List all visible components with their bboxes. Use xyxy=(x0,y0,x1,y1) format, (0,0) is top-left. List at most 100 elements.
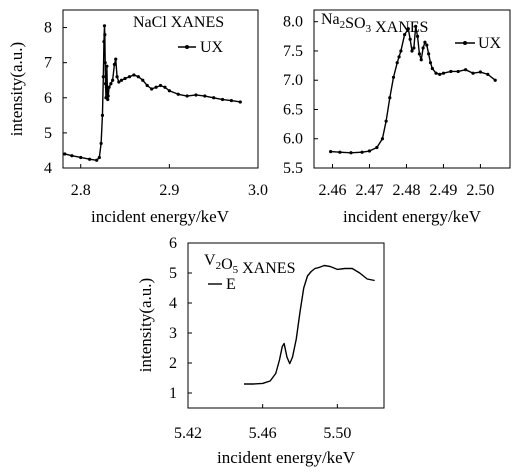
na2so3-title: Na2SO3 XANES xyxy=(321,11,428,36)
nacl-data-point xyxy=(117,80,121,84)
na2so3-data-point xyxy=(397,55,401,59)
na2so3-data-point xyxy=(403,32,407,37)
v2o5-y-axis-label: intensity(a.u.) xyxy=(136,278,155,372)
na2so3-data-point xyxy=(367,149,372,153)
na2so3-y-tick-label: 6.5 xyxy=(283,101,303,118)
nacl-data-point xyxy=(102,24,107,28)
na2so3-x-tick-label: 2.47 xyxy=(355,182,383,199)
nacl-data-point xyxy=(109,82,113,86)
na2so3-data-point xyxy=(338,150,342,154)
v2o5-x-tick-label: 5.46 xyxy=(249,425,277,442)
nacl-data-point xyxy=(101,75,105,79)
nacl-y-axis-label: intensity(a.u.) xyxy=(7,42,26,136)
nacl-data-point xyxy=(63,152,67,156)
nacl-y-tick-label: 5 xyxy=(44,125,52,142)
nacl-data-point xyxy=(136,75,140,79)
nacl-data-point xyxy=(103,61,107,65)
nacl-data-point xyxy=(212,96,216,100)
na2so3-data-point xyxy=(380,137,385,141)
nacl-data-point xyxy=(154,85,158,89)
nacl-data-point xyxy=(127,75,132,79)
na2so3-legend-label: UX xyxy=(478,35,502,52)
nacl-data-point xyxy=(105,64,109,68)
panel-nacl: 2.8 2.9 3.0 4 5 6 7 8 NaCl XANES UX incident e… xyxy=(7,9,268,226)
na2so3-y-tick-label: 7.0 xyxy=(283,72,303,89)
v2o5-y-tick-label: 6 xyxy=(169,235,177,252)
v2o5-x-tick-label: 5.50 xyxy=(323,425,351,442)
na2so3-y-tick-label: 6.0 xyxy=(283,131,303,148)
na2so3-series-line xyxy=(330,25,496,154)
na2so3-y-tick-label: 5.5 xyxy=(283,160,303,177)
nacl-data-point xyxy=(103,32,107,37)
v2o5-y-tick-label: 5 xyxy=(169,265,177,282)
nacl-data-point xyxy=(141,78,145,82)
na2so3-legend-marker xyxy=(463,41,467,45)
nacl-y-tick-label: 7 xyxy=(44,55,52,72)
na2so3-data-point xyxy=(471,71,475,75)
v2o5-x-axis-label: incident energy/keV xyxy=(217,448,356,467)
nacl-y-tick-label: 8 xyxy=(44,20,52,37)
nacl-data-point xyxy=(176,92,180,96)
nacl-data-point xyxy=(203,94,207,98)
nacl-x-tick-label: 2.9 xyxy=(159,182,179,199)
na2so3-data-point xyxy=(360,150,364,154)
na2so3-data-point xyxy=(478,70,483,74)
nacl-y-tick-label: 6 xyxy=(44,90,52,107)
nacl-data-point xyxy=(95,158,99,162)
na2so3-data-point xyxy=(349,151,353,155)
nacl-data-point xyxy=(167,89,171,93)
na2so3-data-point xyxy=(430,66,434,71)
na2so3-data-point xyxy=(428,61,433,65)
na2so3-data-point xyxy=(427,52,431,56)
nacl-data-point xyxy=(99,141,103,146)
na2so3-data-point xyxy=(423,40,427,44)
na2so3-data-point xyxy=(493,78,497,82)
panel-na2so3: 2.46 2.47 2.48 2.49 2.50 5.56.06.57.07.58.0 … xyxy=(283,9,511,226)
na2so3-data-point xyxy=(464,68,468,72)
v2o5-plot-frame xyxy=(187,242,385,409)
na2so3-data-point xyxy=(410,49,414,53)
nacl-x-tick-label: 2.8 xyxy=(71,182,91,199)
panel-v2o5: 5.42 5.46 5.50 1 2 3 4 5 6 V2O5 XANES E inciden… xyxy=(136,235,385,467)
nacl-data-point xyxy=(79,155,83,160)
nacl-data-point xyxy=(112,62,117,67)
v2o5-legend: E xyxy=(208,276,236,293)
na2so3-data-point xyxy=(375,145,379,150)
nacl-data-point xyxy=(114,57,118,61)
na2so3-data-point xyxy=(384,119,388,123)
na2so3-legend: UX xyxy=(455,35,502,52)
nacl-data-point xyxy=(123,76,127,81)
na2so3-x-tick-label: 2.48 xyxy=(392,182,420,199)
nacl-data-point xyxy=(111,78,115,82)
na2so3-x-tick-label: 2.46 xyxy=(318,182,346,199)
nacl-data-point xyxy=(119,78,124,82)
na2so3-data-point xyxy=(449,69,453,74)
nacl-data-point xyxy=(238,100,242,104)
nacl-y-tick-label: 4 xyxy=(44,160,52,177)
nacl-data-point xyxy=(107,85,111,89)
na2so3-x-tick-label: 2.50 xyxy=(466,182,494,199)
na2so3-plot-frame xyxy=(313,9,511,169)
v2o5-x-tick-label: 5.42 xyxy=(174,425,202,442)
v2o5-y-tick-label: 3 xyxy=(169,325,177,342)
nacl-legend-label: UX xyxy=(200,39,224,56)
nacl-plot-frame xyxy=(62,9,259,169)
nacl-data-point xyxy=(185,94,189,98)
nacl-data-point xyxy=(115,75,119,79)
v2o5-y-tick-label: 2 xyxy=(169,355,177,372)
na2so3-data-point xyxy=(388,96,392,100)
na2so3-data-point xyxy=(408,37,412,41)
v2o5-series-line xyxy=(244,264,375,385)
nacl-data-point xyxy=(102,40,106,44)
na2so3-x-tick-label: 2.49 xyxy=(429,182,457,199)
na2so3-data-point xyxy=(434,71,438,75)
na2so3-data-point xyxy=(414,24,418,28)
v2o5-legend-label: E xyxy=(226,276,236,293)
nacl-data-point xyxy=(70,154,74,158)
nacl-legend-marker xyxy=(185,45,189,49)
v2o5-y-tick-label: 1 xyxy=(169,385,177,402)
na2so3-data-point xyxy=(415,34,420,38)
nacl-data-point xyxy=(229,98,234,103)
na2so3-data-point xyxy=(438,72,442,76)
